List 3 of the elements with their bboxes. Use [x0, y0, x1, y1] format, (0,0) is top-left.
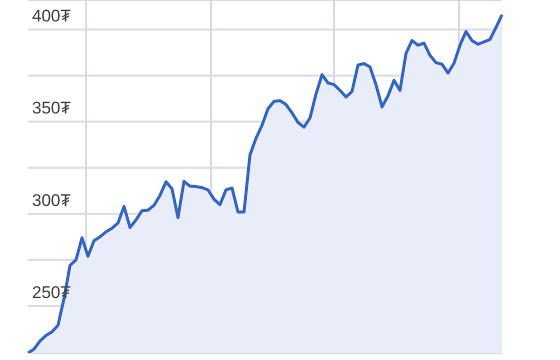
y-tick-label: 300₮ — [32, 190, 71, 210]
y-tick-label: 350₮ — [32, 98, 71, 118]
y-tick-label: 400₮ — [32, 6, 71, 26]
